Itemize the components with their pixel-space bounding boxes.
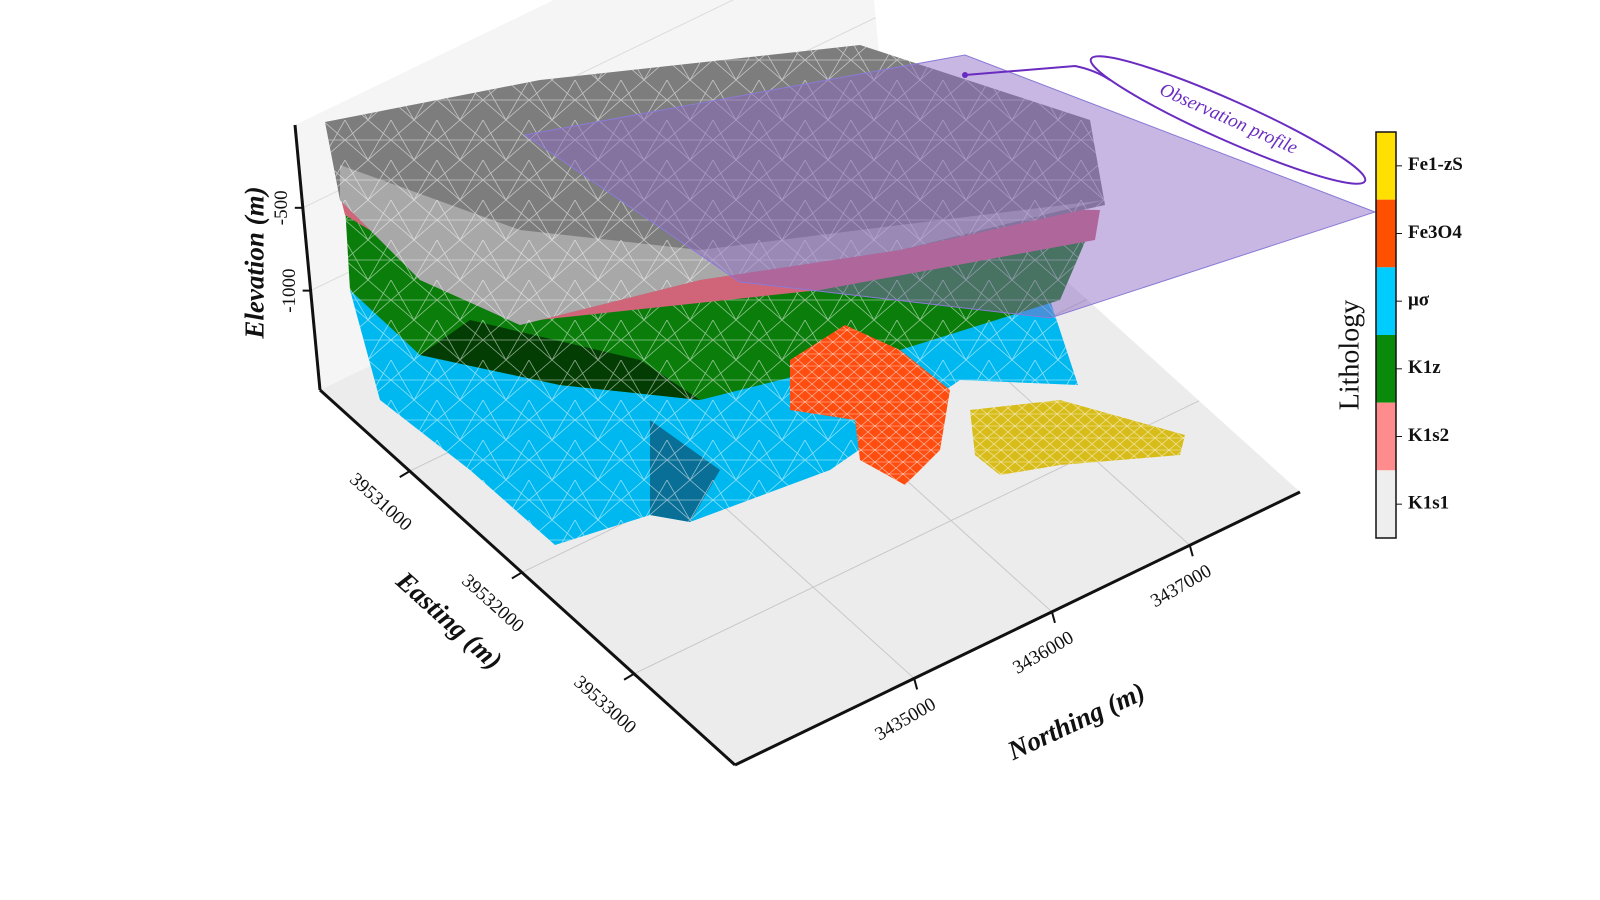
x-tick-label: 39533000: [570, 672, 641, 738]
tick-mark: [1050, 611, 1056, 624]
legend-swatch: [1376, 470, 1396, 538]
mesh: [970, 400, 1185, 475]
y-tick-label: 3437000: [1147, 561, 1215, 612]
annotation-ellipse: [1089, 55, 1367, 185]
axis-line: [293, 124, 322, 391]
y-tick-label: 3436000: [1009, 627, 1077, 678]
mesh: [325, 45, 1105, 325]
legend: Lithology Fe1-zS Fe3O4 μσ K1z K1s2 K1s1: [1334, 131, 1463, 539]
geology-model: [325, 45, 1377, 545]
axis-line: [318, 388, 737, 767]
z-tick-label: -500: [271, 190, 292, 225]
legend-label: Fe3O4: [1408, 222, 1462, 243]
z-tick-label: -1000: [279, 268, 300, 312]
legend-label: Fe1-zS: [1408, 154, 1463, 175]
legend-label: μσ: [1408, 290, 1430, 311]
observation-plane: [523, 54, 1377, 319]
y-tick-label: 3435000: [872, 694, 940, 745]
tick-mark: [399, 470, 411, 478]
tick-mark: [511, 571, 523, 580]
mesh: [790, 325, 950, 485]
legend-swatch: [1376, 335, 1396, 403]
legend-swatch: [1376, 267, 1396, 335]
tick-mark: [913, 678, 919, 690]
legend-swatch: [1376, 199, 1396, 268]
axis-line: [734, 490, 1301, 767]
legend-label: K1s2: [1408, 425, 1449, 446]
legend-frame: [1375, 131, 1397, 539]
legend-label: K1z: [1408, 357, 1441, 378]
z-axis-title: Elevation (m): [240, 186, 270, 339]
legend-title: Lithology: [1334, 300, 1365, 410]
legend-label: K1s1: [1408, 493, 1449, 514]
legend-swatch: [1376, 132, 1396, 200]
y-axis-title: Northing (m): [1002, 676, 1150, 766]
x-tick-label: 39531000: [345, 469, 416, 535]
legend-swatch: [1376, 402, 1396, 471]
x-axis-title: Easting (m): [390, 565, 508, 676]
annotation-dot: [962, 72, 968, 78]
tick-mark: [1188, 545, 1194, 557]
tick-mark: [623, 672, 635, 681]
